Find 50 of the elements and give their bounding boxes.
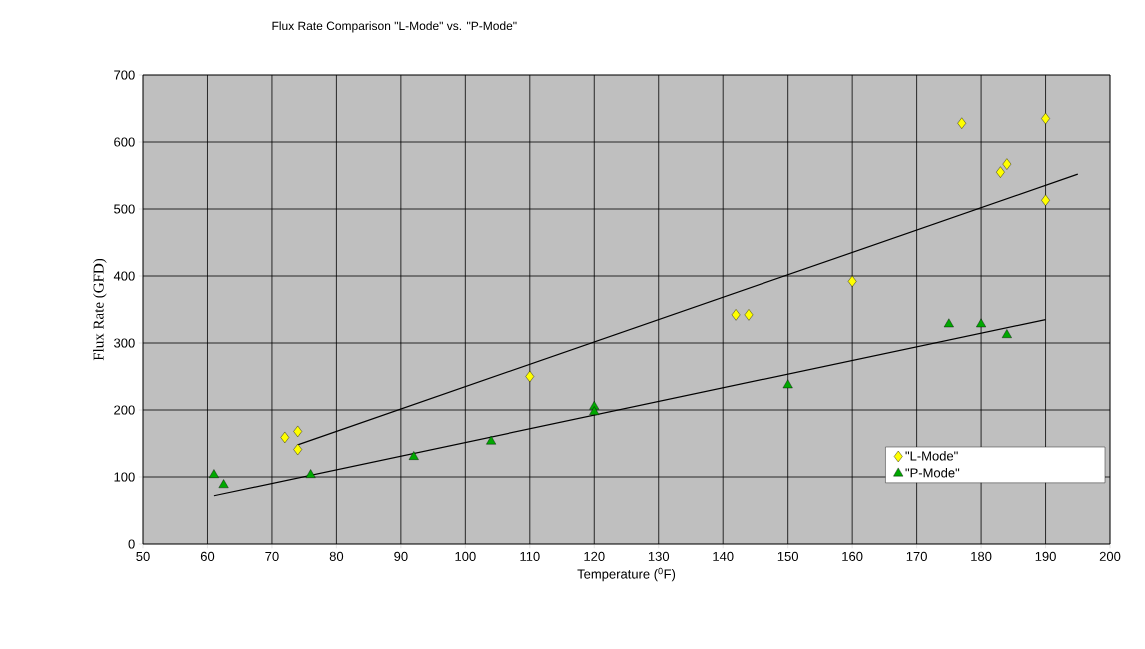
x-tick-label: 120 [584,551,605,561]
y-tick-label: 500 [114,204,135,214]
x-tick-label: 150 [777,551,799,561]
x-tick-label: 80 [329,551,344,561]
point [1001,329,1012,338]
point [486,435,497,445]
point [996,166,1005,178]
point [218,479,229,488]
legend-label: "L-Mode" [905,451,958,461]
point [943,318,954,328]
y-tick-label: 300 [114,338,135,348]
y-tick-label: 100 [114,472,135,482]
y-axis-title: Flux Rate (GFD) [93,258,107,361]
x-tick-label: 50 [136,551,150,561]
point [782,379,793,389]
x-tick-label: 100 [455,551,476,561]
legend-label: "P-Mode" [905,467,960,478]
chart-title: Flux Rate Comparison "L-Mode" vs. "P-Mode" [272,21,517,33]
x-tick-label: 110 [520,551,540,561]
x-axis-title: Temperature ($^{0}$F) [577,567,676,582]
point [1002,158,1012,170]
point [589,406,600,415]
x-tick-label: 90 [394,551,408,561]
y-tick-label: 200 [114,405,135,415]
point [847,275,857,288]
point [1041,194,1050,206]
x-tick-label: 170 [906,551,927,561]
x-tick-label: 160 [842,551,863,561]
point [525,370,535,383]
x-tick-label: 180 [971,551,992,561]
x-tick-label: 130 [648,551,670,561]
point [293,425,303,438]
x-tick-label: 140 [713,551,734,561]
point [293,443,303,456]
point [731,309,741,321]
y-tick-label: 0 [128,539,135,549]
x-tick-label: 60 [200,551,215,561]
x-tick-label: 190 [1035,551,1056,561]
y-tick-label: 700 [114,70,135,80]
point [744,309,754,321]
point [408,451,419,460]
point [976,318,987,328]
y-tick-label: 400 [113,271,135,281]
x-tick-label: 200 [1099,551,1121,561]
y-tick-label: 600 [114,137,135,147]
x-tick-label: 70 [265,551,279,561]
point [208,469,219,478]
point [957,117,967,129]
point [280,431,290,444]
point [305,469,316,478]
